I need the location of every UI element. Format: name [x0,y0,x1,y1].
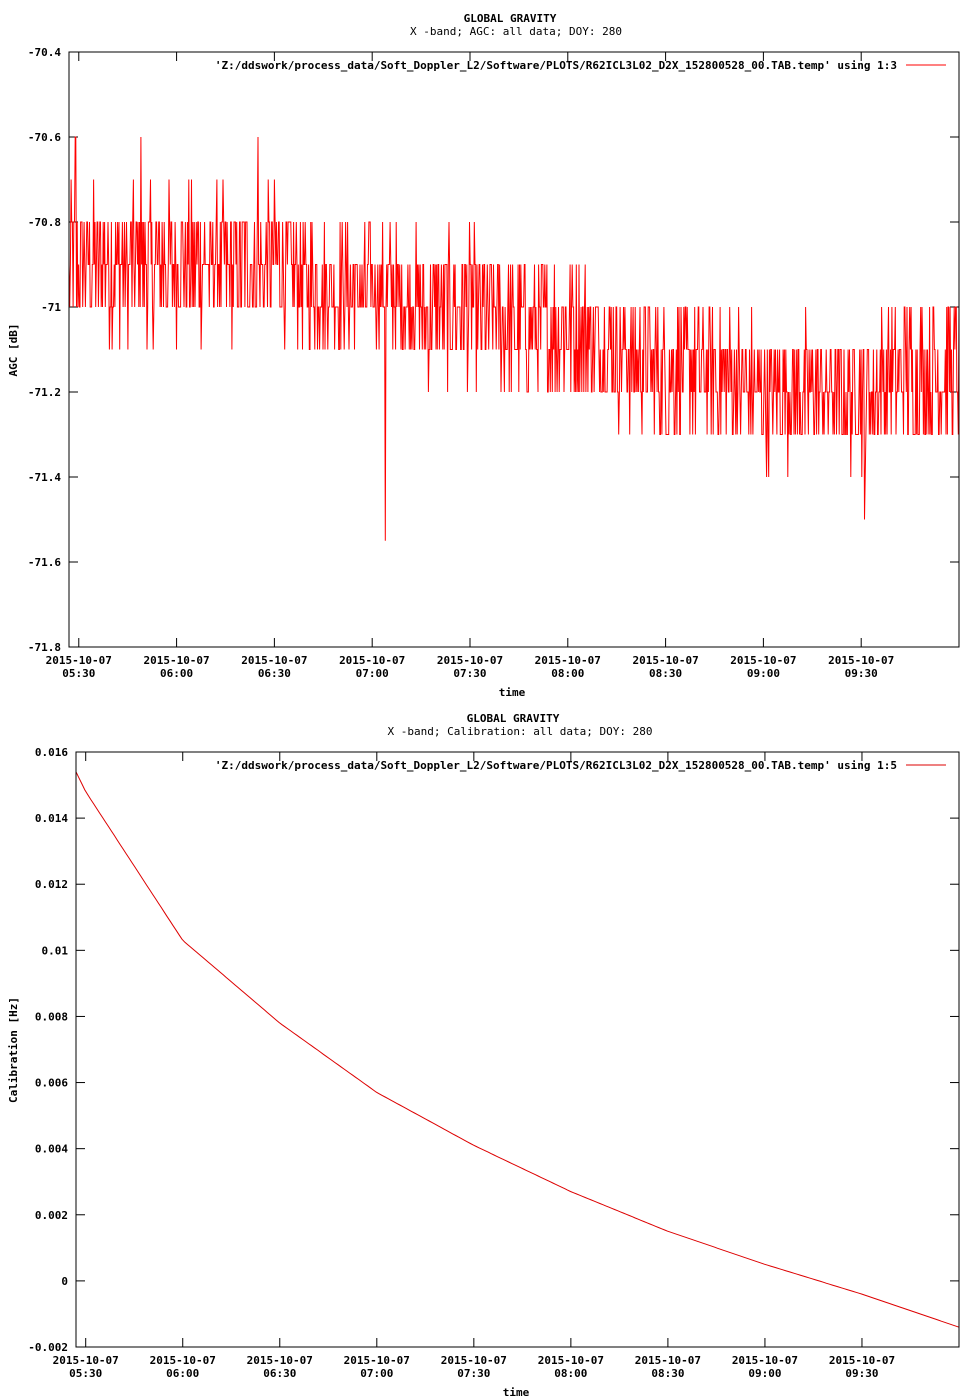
calibration-y-tick-label: 0.006 [35,1077,68,1090]
calibration-chart: GLOBAL GRAVITY X -band; Calibration: all… [7,712,960,1399]
agc-y-tick-label: -70.4 [28,46,61,59]
calibration-x-tick-date: 2015-10-07 [344,1354,410,1367]
calibration-plot-area [75,771,960,1328]
calibration-x-tick-time: 05:30 [69,1367,102,1380]
agc-y-axis-label: AGC [dB] [7,324,20,377]
calibration-x-tick-date: 2015-10-07 [150,1354,216,1367]
agc-x-tick-time: 09:30 [845,667,878,680]
calibration-x-tick-date: 2015-10-07 [538,1354,604,1367]
calibration-x-tick-time: 08:00 [554,1367,587,1380]
calibration-x-tick-date: 2015-10-07 [441,1354,507,1367]
calibration-y-tick-label: 0.016 [35,746,68,759]
calibration-x-axis-label: time [503,1386,530,1399]
agc-y-tick-label: -70.6 [28,131,61,144]
calibration-y-tick-label: -0.002 [28,1341,68,1354]
calibration-x-tick-time: 07:00 [360,1367,393,1380]
calibration-y-tick-label: 0.014 [35,812,68,825]
calibration-series-line [75,771,960,1328]
calibration-chart-title: GLOBAL GRAVITY [467,712,560,725]
agc-y-tick-label: -71.8 [28,641,61,654]
agc-x-tick-date: 2015-10-07 [437,654,503,667]
calibration-y-axis-label: Calibration [Hz] [7,997,20,1103]
calibration-x-tick-date: 2015-10-07 [247,1354,313,1367]
calibration-y-tick-label: 0.01 [42,944,69,957]
calibration-x-tick-date: 2015-10-07 [829,1354,895,1367]
agc-y-tick-label: -71.2 [28,386,61,399]
calibration-x-tick-time: 06:30 [263,1367,296,1380]
agc-x-tick-time: 08:30 [649,667,682,680]
agc-plot-area [68,136,960,541]
agc-x-tick-date: 2015-10-07 [828,654,894,667]
calibration-x-tick-time: 06:00 [166,1367,199,1380]
agc-chart-subtitle: X -band; AGC: all data; DOY: 280 [410,25,622,38]
calibration-chart-subtitle: X -band; Calibration: all data; DOY: 280 [388,725,653,738]
agc-x-tick-date: 2015-10-07 [143,654,209,667]
agc-axis-ticks: -70.4-70.6-70.8-71-71.2-71.4-71.6-71.820… [28,46,959,680]
agc-x-tick-time: 09:00 [747,667,780,680]
calibration-y-tick-label: 0.008 [35,1010,68,1023]
agc-plot-frame [68,51,960,648]
calibration-x-tick-time: 09:30 [845,1367,878,1380]
agc-chart-title: GLOBAL GRAVITY [464,12,557,25]
agc-y-tick-label: -71 [41,301,61,314]
agc-legend-label: 'Z:/ddswork/process_data/Soft_Doppler_L2… [215,59,897,72]
agc-x-tick-time: 07:00 [356,667,389,680]
agc-y-tick-label: -71.4 [28,471,61,484]
calibration-y-tick-label: 0.012 [35,878,68,891]
calibration-x-tick-date: 2015-10-07 [53,1354,119,1367]
agc-chart: GLOBAL GRAVITY X -band; AGC: all data; D… [7,12,960,699]
agc-x-tick-time: 06:30 [258,667,291,680]
agc-x-tick-date: 2015-10-07 [46,654,112,667]
calibration-y-tick-label: 0.002 [35,1209,68,1222]
agc-x-tick-time: 08:00 [551,667,584,680]
calibration-legend-label: 'Z:/ddswork/process_data/Soft_Doppler_L2… [215,759,897,772]
calibration-x-tick-date: 2015-10-07 [732,1354,798,1367]
agc-y-tick-label: -70.8 [28,216,61,229]
agc-series-line [68,136,960,541]
agc-x-tick-date: 2015-10-07 [632,654,698,667]
calibration-y-tick-label: 0 [61,1275,68,1288]
calibration-x-tick-time: 09:00 [748,1367,781,1380]
calibration-plot-frame [75,751,960,1348]
calibration-y-tick-label: 0.004 [35,1143,68,1156]
calibration-axis-ticks: 0.016 0.014 0.012 0.01 0.008 0.006 0.004 0.002 0… [28,746,959,1380]
agc-x-tick-date: 2015-10-07 [535,654,601,667]
calibration-x-tick-time: 07:30 [457,1367,490,1380]
agc-y-tick-label: -71.6 [28,556,61,569]
agc-x-tick-time: 06:00 [160,667,193,680]
calibration-x-tick-time: 08:30 [651,1367,684,1380]
agc-x-axis-label: time [499,686,526,699]
agc-x-tick-date: 2015-10-07 [241,654,307,667]
agc-x-tick-date: 2015-10-07 [339,654,405,667]
agc-x-tick-date: 2015-10-07 [730,654,796,667]
calibration-x-tick-date: 2015-10-07 [635,1354,701,1367]
agc-x-tick-time: 05:30 [62,667,95,680]
agc-x-tick-time: 07:30 [453,667,486,680]
